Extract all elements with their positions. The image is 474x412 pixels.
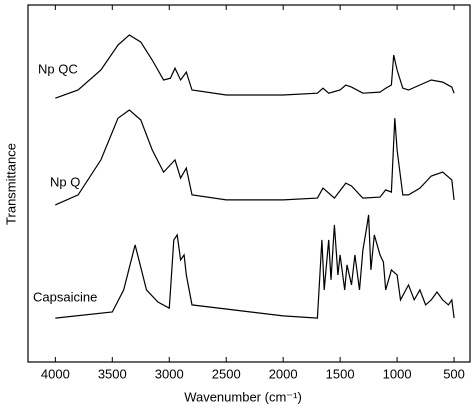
x-tick-label: 1500 [326, 366, 355, 381]
x-tick-label: 2000 [269, 366, 298, 381]
x-axis-label: Wavenumber (cm⁻¹) [184, 389, 302, 404]
x-tick-label: 3000 [155, 366, 184, 381]
x-tick-label: 500 [443, 366, 465, 381]
series-label: Capsaicine [33, 289, 97, 304]
y-axis-label: Transmittance [3, 143, 18, 225]
x-tick-label: 4000 [41, 366, 70, 381]
x-tick-label: 2500 [212, 366, 241, 381]
series-label: Np QC [38, 61, 78, 76]
plot-frame [27, 4, 471, 363]
spectrum-line [55, 34, 455, 99]
spectrum-line [55, 109, 455, 206]
series-label: Np Q [50, 174, 80, 189]
x-tick-label: 3500 [98, 366, 127, 381]
spectrum-line [55, 214, 455, 319]
x-tick-label: 1000 [383, 366, 412, 381]
